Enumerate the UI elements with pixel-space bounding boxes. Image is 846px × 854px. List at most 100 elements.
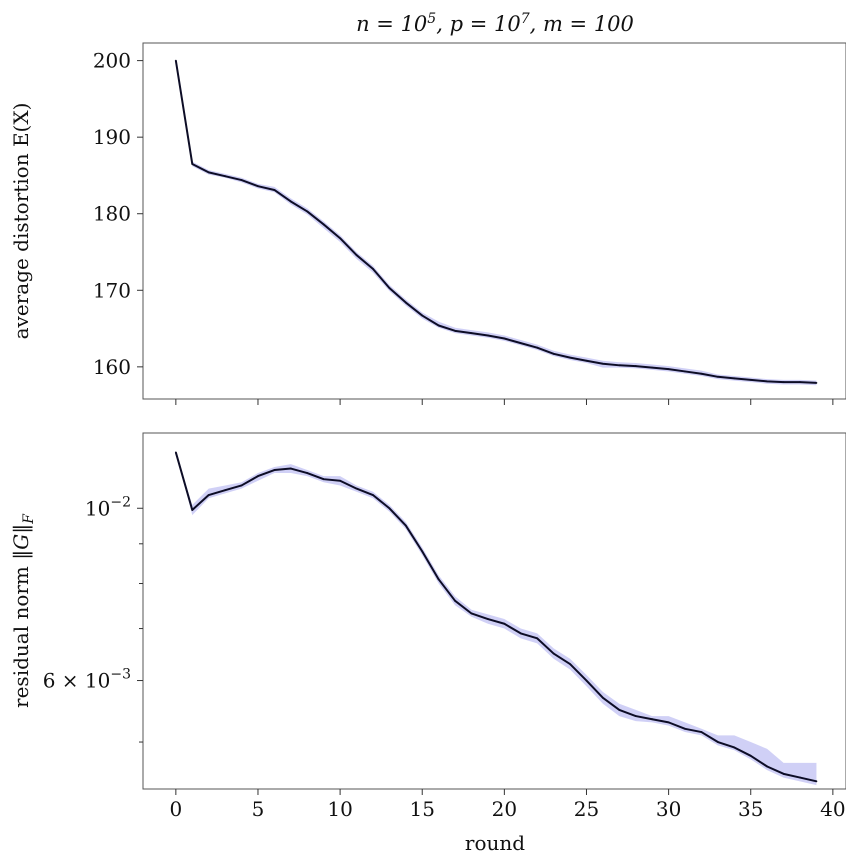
y-tick-label: 170 (93, 278, 131, 302)
x-tick-label: 10 (327, 797, 352, 821)
x-tick-label: 0 (169, 797, 182, 821)
data-point (289, 200, 292, 203)
x-tick-label: 5 (252, 797, 265, 821)
confidence-band-area (175, 452, 817, 786)
data-point (766, 380, 769, 383)
data-point (503, 337, 506, 340)
data-point (618, 364, 621, 367)
data-point (470, 612, 473, 615)
chart-title: n = 105, p = 107, m = 100 (356, 11, 634, 36)
data-point (355, 254, 358, 256)
data-point (437, 578, 440, 581)
data-point (174, 451, 177, 454)
data-point (684, 370, 686, 373)
data-point (716, 375, 719, 378)
x-tick-label: 40 (820, 797, 845, 821)
data-point (372, 267, 374, 270)
data-point (224, 489, 227, 492)
x-tick-label: 25 (574, 797, 599, 821)
data-point (240, 484, 243, 487)
data-point (634, 715, 637, 717)
data-point (322, 478, 325, 481)
data-point (667, 368, 670, 371)
data-point (487, 618, 489, 620)
data-point (536, 346, 539, 349)
bottom-x-ticks: 0 5 10 15 20 25 30 35 40 (169, 789, 846, 821)
y-tick-label: 190 (93, 125, 131, 149)
x-tick-label: 15 (410, 797, 435, 821)
data-point (651, 718, 654, 721)
data-point (519, 632, 522, 635)
data-point (421, 550, 424, 553)
data-point (782, 381, 785, 384)
data-point (552, 352, 555, 355)
data-point (536, 637, 539, 640)
data-point (634, 365, 637, 367)
data-point (454, 599, 456, 602)
data-point (174, 59, 177, 62)
bottom-series-line (174, 451, 818, 783)
top-y-ticks: 160 170 180 190 200 (93, 49, 143, 379)
data-point (404, 301, 407, 304)
series-line (174, 452, 817, 783)
data-point (454, 329, 456, 332)
data-point (799, 776, 801, 779)
data-point (749, 754, 752, 757)
data-point (322, 223, 325, 226)
data-point (339, 479, 341, 482)
data-point (700, 372, 703, 375)
data-point (470, 332, 473, 335)
top-panel: 160 170 180 190 200 average distortion E(X) (9, 42, 846, 405)
data-point (602, 362, 604, 365)
data-point (569, 663, 571, 665)
data-point (404, 524, 407, 527)
data-point (339, 237, 341, 240)
data-point (815, 382, 818, 384)
data-point (306, 472, 309, 474)
data-point (585, 679, 588, 682)
data-point (437, 324, 440, 327)
bottom-axes-frame (142, 432, 846, 790)
y-tick-label: 180 (93, 202, 131, 226)
y-tick-label: 6 × 10−3 (43, 667, 131, 693)
data-point (207, 494, 210, 496)
data-point (240, 179, 243, 181)
data-point (799, 381, 801, 384)
bottom-panel: 10−2 6 × 10−3 0 5 10 15 20 25 30 35 40 residual n… (9, 432, 846, 854)
data-point (749, 378, 752, 381)
x-tick-label: 20 (492, 797, 517, 821)
data-point (372, 494, 374, 496)
data-point (487, 334, 489, 337)
data-point (273, 469, 276, 471)
data-point (421, 314, 424, 317)
data-point (503, 622, 506, 625)
data-point (602, 696, 604, 699)
x-tick-label: 35 (738, 797, 763, 821)
data-point (388, 507, 391, 510)
data-point (552, 652, 555, 655)
data-point (700, 731, 703, 733)
data-point (224, 175, 227, 178)
top-y-axis-label: average distortion E(X) (9, 103, 33, 340)
top-x-ticks (175, 399, 834, 405)
top-series-line (174, 59, 818, 384)
y-tick-label: 160 (93, 355, 131, 379)
data-point (257, 185, 259, 188)
data-point (191, 163, 194, 165)
data-point (684, 727, 686, 730)
series-line (174, 60, 817, 384)
data-point (207, 171, 210, 174)
data-point (667, 721, 670, 724)
y-tick-label: 200 (93, 49, 131, 73)
top-axes-frame (142, 42, 846, 400)
x-axis-label: round (465, 831, 525, 854)
y-tick-label: 10−2 (85, 494, 131, 520)
bottom-y-axis-label: residual norm ‖G‖F (9, 513, 37, 708)
x-tick-label: 30 (656, 797, 681, 821)
data-point (651, 366, 654, 369)
data-point (388, 287, 391, 289)
data-point (355, 487, 358, 490)
bottom-confidence-band (175, 452, 817, 786)
data-point (815, 780, 818, 783)
